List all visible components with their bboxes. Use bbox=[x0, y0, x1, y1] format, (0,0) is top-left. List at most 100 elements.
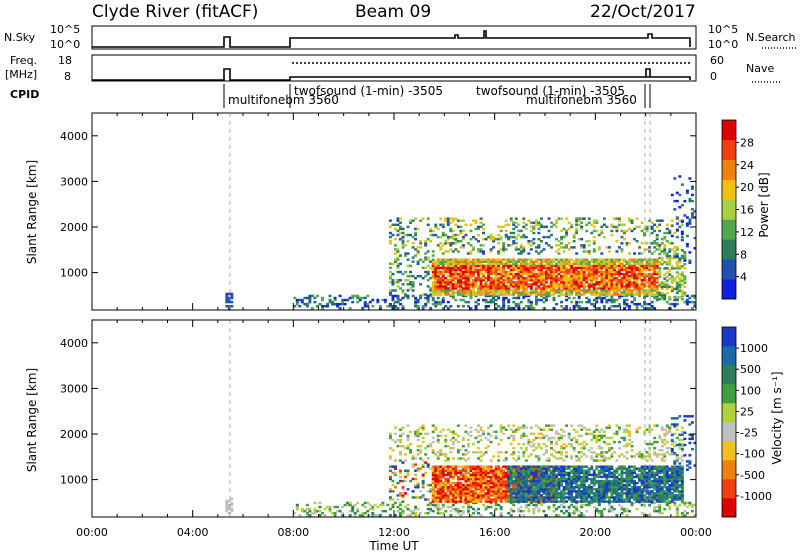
heatmap-cell bbox=[469, 467, 473, 470]
heatmap-cell bbox=[416, 274, 420, 278]
heatmap-cell bbox=[489, 237, 493, 241]
heatmap-cell bbox=[461, 281, 465, 284]
heatmap-cell bbox=[444, 291, 448, 294]
heatmap-cell bbox=[665, 291, 669, 295]
heatmap-cell bbox=[683, 291, 687, 295]
heatmap-cell bbox=[472, 287, 475, 290]
heatmap-cell bbox=[590, 485, 594, 489]
heatmap-cell bbox=[368, 300, 372, 304]
heatmap-cell bbox=[507, 262, 511, 266]
heatmap-cell bbox=[635, 488, 639, 491]
heatmap-cell bbox=[552, 471, 556, 475]
heatmap-cell bbox=[633, 475, 636, 479]
heatmap-cell bbox=[638, 293, 642, 296]
heatmap-cell bbox=[436, 465, 440, 468]
heatmap-cell bbox=[313, 501, 317, 505]
heatmap-cell bbox=[595, 494, 599, 497]
heatmap-cell bbox=[484, 307, 488, 310]
heatmap-cell bbox=[542, 225, 546, 229]
heatmap-cell bbox=[502, 270, 506, 274]
heatmap-cell bbox=[399, 494, 402, 497]
heatmap-cell bbox=[643, 475, 647, 479]
heatmap-cell bbox=[575, 219, 579, 222]
heatmap-cell bbox=[426, 264, 430, 268]
heatmap-cell bbox=[668, 505, 672, 509]
heatmap-cell bbox=[539, 503, 543, 507]
heatmap-cell bbox=[615, 469, 619, 473]
heatmap-cell bbox=[504, 276, 508, 280]
heatmap-cell bbox=[655, 293, 659, 296]
heatmap-cell bbox=[484, 298, 488, 302]
heatmap-cell bbox=[562, 511, 566, 515]
heatmap-cell bbox=[572, 287, 576, 290]
heatmap-cell bbox=[552, 465, 556, 468]
heatmap-cell bbox=[512, 475, 516, 479]
heatmap-cell bbox=[522, 467, 526, 470]
heatmap-cell bbox=[600, 291, 604, 294]
heatmap-cell bbox=[421, 481, 425, 485]
heatmap-cell bbox=[459, 490, 463, 493]
heatmap-cell bbox=[517, 304, 521, 308]
heatmap-cell bbox=[638, 488, 642, 491]
heatmap-cell bbox=[640, 291, 644, 294]
heatmap-cell bbox=[441, 274, 445, 278]
heatmap-cell bbox=[617, 268, 621, 272]
heatmap-cell bbox=[582, 287, 586, 290]
heatmap-cell bbox=[577, 483, 581, 487]
heatmap-cell bbox=[552, 498, 556, 501]
heatmap-cell bbox=[575, 229, 579, 233]
heatmap-cell bbox=[570, 485, 574, 489]
heatmap-cell bbox=[645, 266, 649, 270]
heatmap-cell bbox=[459, 287, 463, 290]
heatmap-cell bbox=[529, 302, 533, 306]
heatmap-cell bbox=[650, 287, 654, 290]
heatmap-cell bbox=[625, 304, 629, 308]
heatmap-cell bbox=[512, 494, 516, 497]
heatmap-cell bbox=[527, 270, 531, 274]
heatmap-cell bbox=[550, 475, 553, 479]
heatmap-cell bbox=[472, 473, 475, 477]
heatmap-cell bbox=[497, 496, 501, 499]
heatmap-cell bbox=[489, 287, 493, 290]
y-tick-label: 3000 bbox=[60, 175, 88, 188]
heatmap-cell bbox=[404, 505, 407, 509]
heatmap-cell bbox=[502, 246, 506, 249]
heatmap-cell bbox=[426, 294, 430, 298]
heatmap-cell bbox=[487, 485, 491, 489]
heatmap-cell bbox=[338, 294, 342, 298]
heatmap-cell bbox=[509, 270, 513, 274]
heatmap-cell bbox=[605, 483, 609, 487]
heatmap-cell bbox=[482, 223, 485, 227]
heatmap-cell bbox=[577, 294, 581, 298]
heatmap-cell bbox=[612, 289, 616, 292]
heatmap-cell bbox=[512, 490, 516, 493]
heatmap-cell bbox=[562, 281, 566, 284]
heatmap-cell bbox=[388, 219, 392, 222]
heatmap-cell bbox=[434, 278, 438, 282]
heatmap-cell bbox=[577, 278, 581, 282]
heatmap-cell bbox=[436, 244, 440, 247]
heatmap-cell bbox=[522, 270, 526, 274]
heatmap-cell bbox=[575, 227, 579, 231]
heatmap-cell bbox=[502, 485, 506, 489]
heatmap-cell bbox=[600, 278, 604, 282]
heatmap-cell bbox=[514, 500, 518, 503]
heatmap-cell bbox=[645, 302, 649, 306]
heatmap-cell bbox=[474, 485, 478, 489]
heatmap-cell bbox=[650, 281, 654, 284]
heatmap-cell bbox=[489, 498, 493, 501]
heatmap-cell bbox=[434, 270, 438, 274]
heatmap-cell bbox=[602, 287, 606, 290]
heatmap-cell bbox=[640, 473, 644, 477]
heatmap-cell bbox=[607, 469, 611, 473]
heatmap-cell bbox=[572, 509, 576, 513]
heatmap-cell bbox=[446, 223, 450, 227]
heatmap-cell bbox=[655, 465, 659, 468]
heatmap-cell bbox=[401, 494, 405, 497]
heatmap-cell bbox=[653, 494, 657, 497]
heatmap-cell bbox=[461, 475, 465, 479]
heatmap-cell bbox=[635, 281, 639, 284]
heatmap-cell bbox=[416, 252, 420, 255]
heatmap-cell bbox=[628, 500, 631, 503]
heatmap-cell bbox=[638, 270, 642, 274]
